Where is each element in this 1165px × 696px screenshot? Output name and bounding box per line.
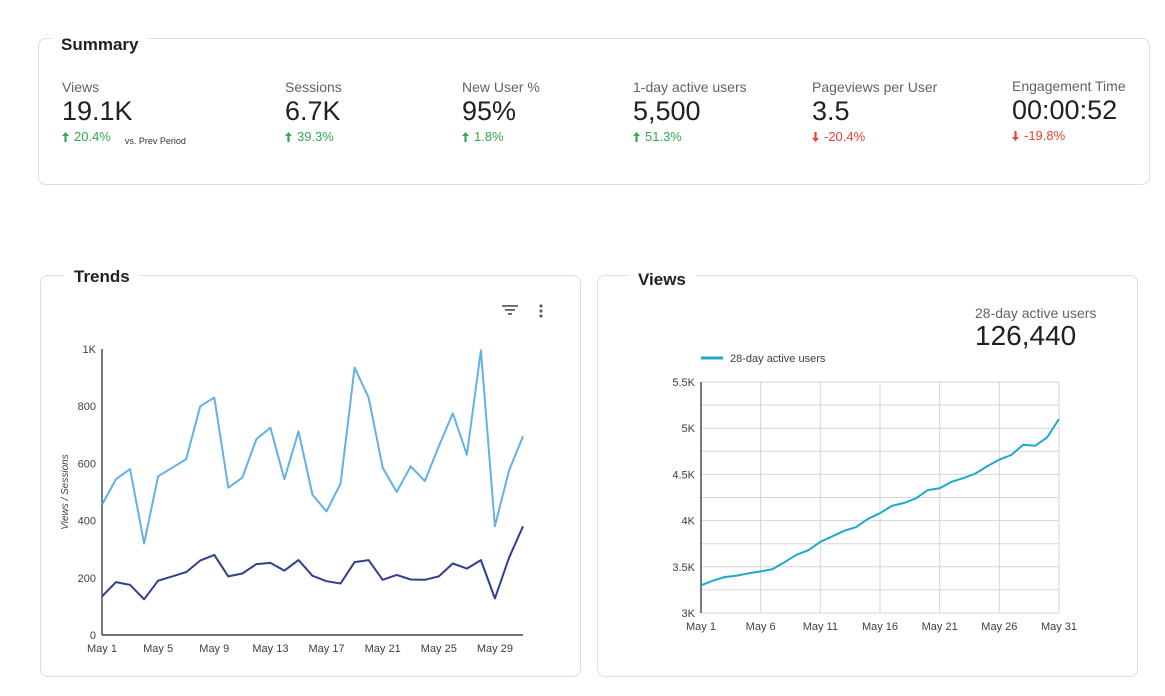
y-tick-label: 3.5K [672,562,695,574]
series-line-sessions [101,525,524,601]
metric-1day-active-users[interactable]: 1-day active users 5,500 51.3% [633,79,747,145]
metric-engagement-time[interactable]: Engagement Time 00:00:52 -19.8% [1012,78,1126,144]
kpi-value: 126,440 [975,320,1077,351]
x-tick-label: May 21 [922,621,958,633]
x-tick-label: May 5 [143,643,173,655]
metric-delta: -19.8% [1012,128,1126,144]
kpi-label: 28-day active users [975,305,1097,321]
summary-title: Summary [51,35,149,55]
metric-label: Sessions [285,79,342,95]
metric-delta-value: 39.3% [297,129,334,144]
series-line-views [101,349,524,545]
y-axis-title: Views / Sessions [60,454,71,529]
metric-value: 19.1K [62,96,133,126]
metric-delta-value: 51.3% [645,129,682,144]
metric-views[interactable]: Views 19.1K 20.4% vs. Prev Period [62,79,186,146]
metric-delta: 39.3% [285,129,342,145]
y-tick-label: 400 [78,516,96,528]
metric-delta-value: 1.8% [474,129,504,144]
x-tick-label: May 1 [686,621,716,633]
series-line-28-day-active-users [700,418,1060,587]
metric-delta-value: 20.4% [74,129,111,144]
x-tick-label: May 29 [477,643,513,655]
more-vert-icon[interactable] [537,303,545,324]
metric-label: Engagement Time [1012,78,1126,94]
legend-label: 28-day active users [730,353,826,365]
x-tick-label: May 9 [199,643,229,655]
comparison-label: vs. Prev Period [124,136,186,146]
summary-card: Summary Views 19.1K 20.4% vs. Prev Perio… [38,35,1150,185]
x-tick-label: May 25 [421,643,457,655]
metric-label: Pageviews per User [812,79,938,95]
metric-pageviews-per-user[interactable]: Pageviews per User 3.5 -20.4% [812,79,937,145]
metric-delta: 51.3% [633,129,747,145]
y-tick-label: 800 [78,401,96,413]
trends-title: Trends [64,267,140,287]
y-tick-label: 200 [78,573,96,585]
y-tick-label: 5.5K [672,377,695,389]
metric-delta: 1.8% [462,129,540,145]
views-title: Views [628,270,696,290]
metric-value: 6.7K [285,96,341,126]
metric-value: 5,500 [633,96,701,126]
y-tick-label: 3K [682,608,696,620]
x-tick-label: May 16 [862,621,898,633]
trends-chart: 0 200 400 600 800 1K May 1 May 5 May 9 May 13 May … [60,344,524,655]
x-tick-label: May 17 [308,643,344,655]
metric-label: New User % [462,79,540,95]
x-tick-label: May 11 [803,621,838,633]
metric-label: 1-day active users [633,79,747,95]
arrow-up-icon [462,132,469,142]
x-tick-label: May 21 [365,643,401,655]
arrow-down-icon [1012,131,1019,141]
x-tick-label: May 31 [1041,621,1077,633]
arrow-up-icon [633,132,640,142]
y-tick-label: 0 [90,630,96,642]
metric-value: 00:00:52 [1012,95,1118,125]
metric-value: 3.5 [812,96,850,126]
y-tick-label: 1K [83,344,97,356]
metric-sessions[interactable]: Sessions 6.7K 39.3% [285,79,342,145]
metric-new-user-pct[interactable]: New User % 95% 1.8% [462,79,540,145]
metric-delta-value: -20.4% [824,129,866,144]
y-tick-label: 4K [682,516,696,528]
metric-delta: 20.4% vs. Prev Period [62,129,186,146]
x-tick-label: May 6 [746,621,776,633]
views-chart: 3K 3.5K 4K 4.5K 5K 5.5K May 1 May 6 May 11 May 16… [672,353,1077,633]
arrow-up-icon [285,132,292,142]
y-tick-label: 5K [682,423,696,435]
metric-delta-value: -19.8% [1024,128,1066,143]
metric-delta: -20.4% [812,129,937,145]
filter-icon[interactable] [501,303,519,322]
arrow-up-icon [62,132,69,142]
y-tick-label: 4.5K [672,469,695,481]
trends-card: Trends 0 200 400 600 800 1K May 1 May 5 May 9 May… [40,267,581,677]
metric-value: 95% [462,96,517,126]
y-tick-label: 600 [78,458,96,470]
arrow-down-icon [812,132,819,142]
metric-label: Views [62,79,100,95]
x-tick-label: May 26 [981,621,1017,633]
views-card: Views 28-day active users 126,440 3K 3.5K… [597,270,1138,677]
x-tick-label: May 1 [87,643,117,655]
x-tick-label: May 13 [252,643,288,655]
